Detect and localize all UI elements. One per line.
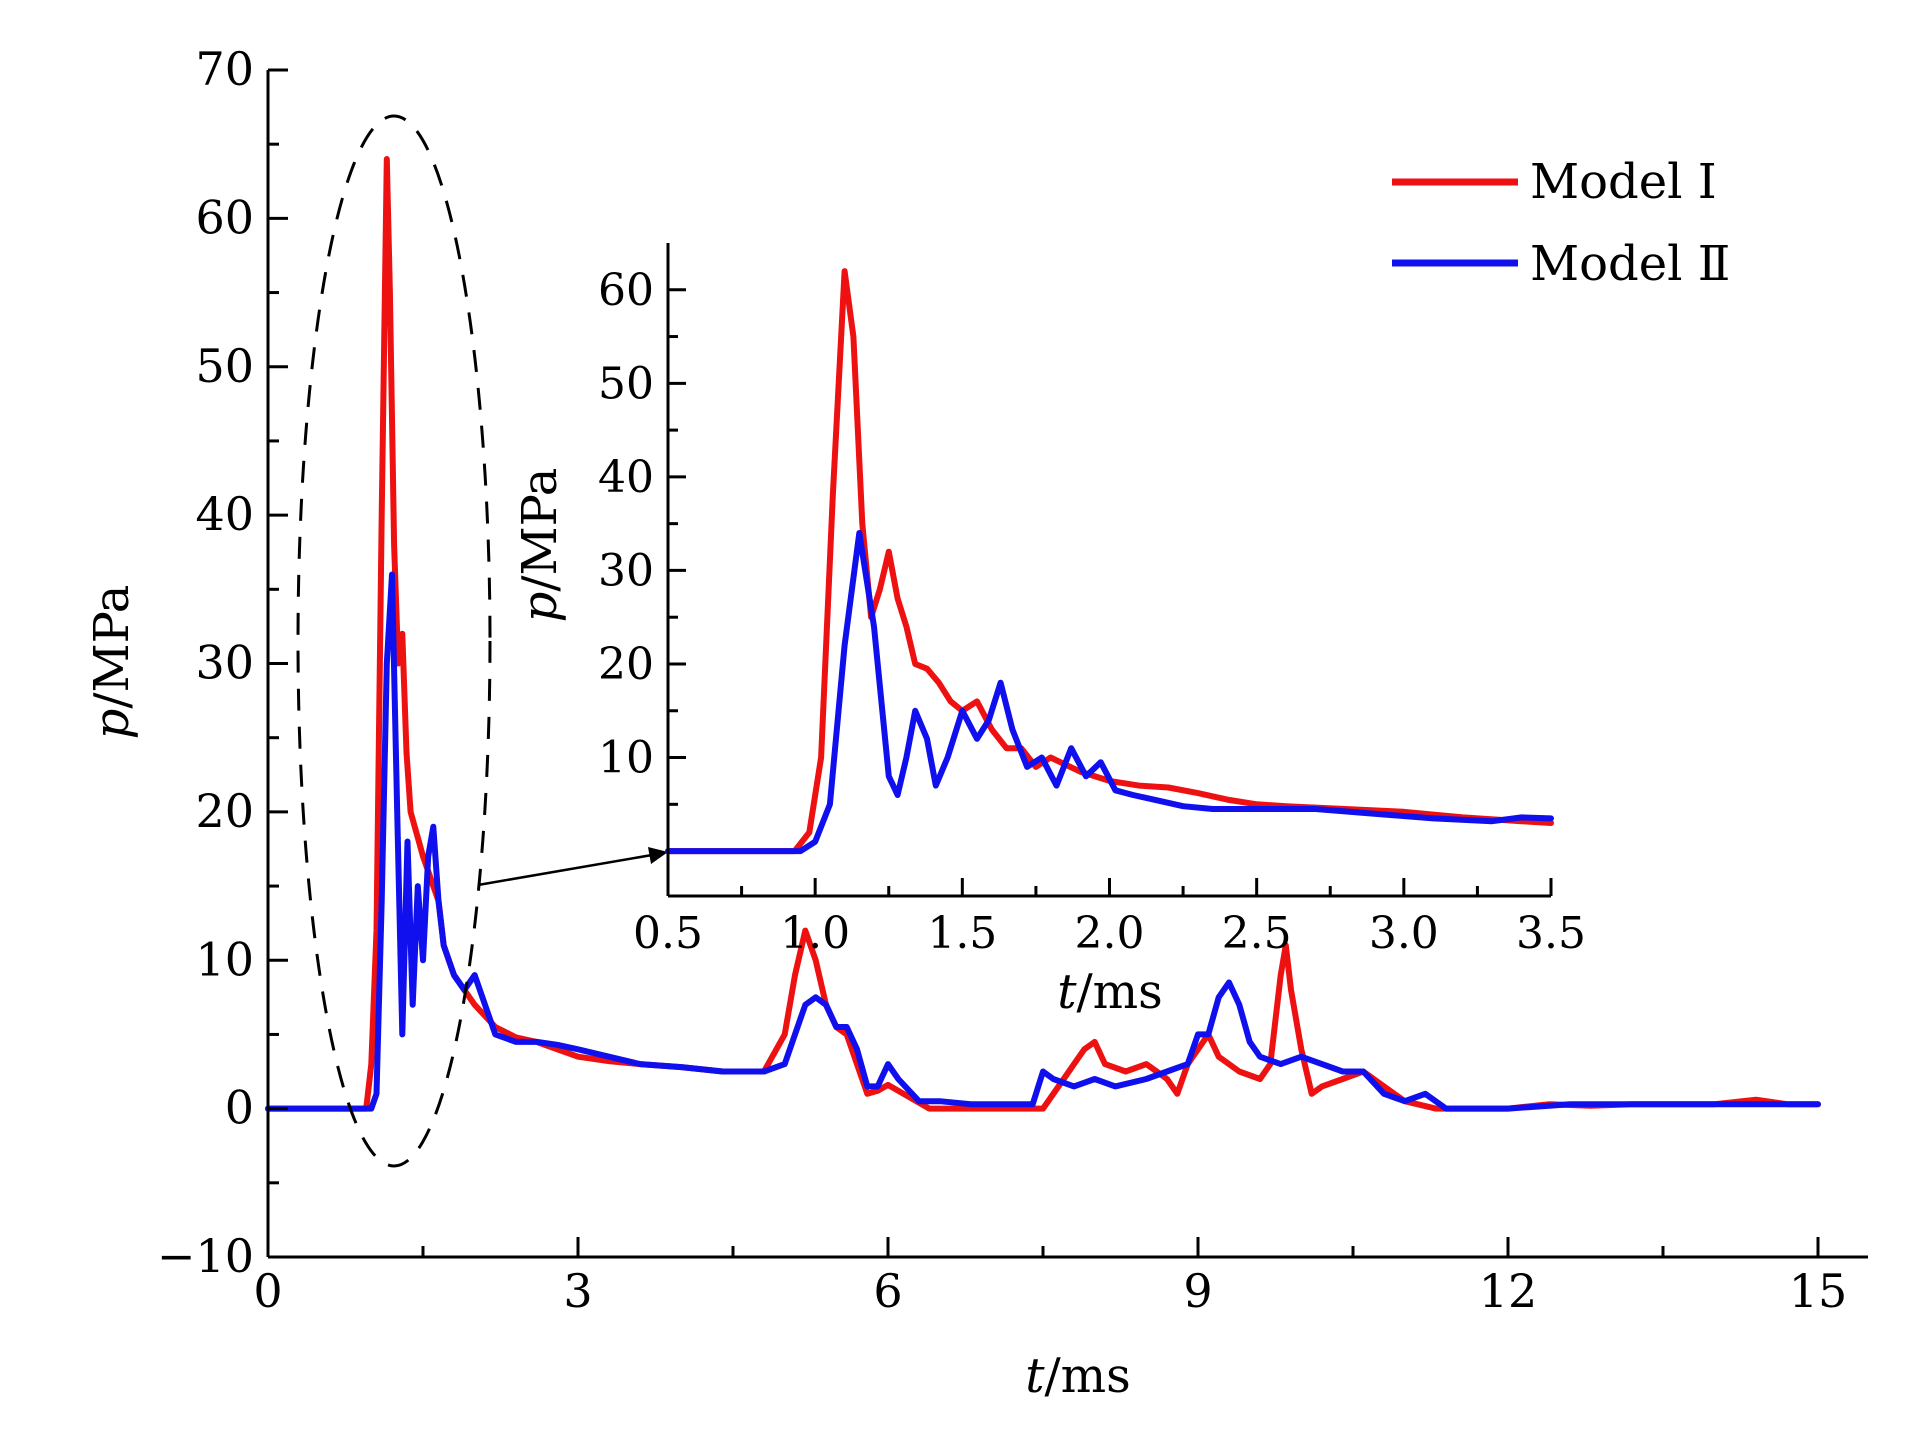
main-x-tick-label: 12: [1479, 1264, 1538, 1318]
main-series-group: [265, 156, 1821, 1112]
inset-plot: 0.5 1.0 1.5 2.0 2.5 3.0 3.5 10 20 30 40 50 60 t/ms p…: [512, 243, 1586, 1020]
main-x-axis-title: t/ms: [1025, 1348, 1131, 1404]
inset-y-tick-label: 10: [598, 733, 654, 784]
inset-ticks: 0.5 1.0 1.5 2.0 2.5 3.0 3.5 10 20 30 40 50 60: [598, 265, 1586, 959]
main-series-line-model-1: [265, 156, 1821, 1112]
main-y-tick-label: 20: [195, 784, 254, 838]
inset-x-tick-label: 3.0: [1369, 908, 1439, 959]
inset-y-tick-label: 20: [598, 639, 654, 690]
legend-label-model-2: Model Ⅱ: [1530, 236, 1730, 292]
main-y-axis-title: p/MPa: [84, 585, 140, 740]
inset-y-tick-label: 40: [598, 452, 654, 503]
main-x-tick-label: 3: [563, 1264, 592, 1318]
inset-x-tick-label: 2.5: [1222, 908, 1292, 959]
inset-y-tick-label: 50: [598, 358, 654, 409]
legend-label-model-1: Model Ⅰ: [1530, 154, 1717, 210]
zoom-arrow-head: [648, 847, 668, 864]
inset-x-axis-title: t/ms: [1057, 964, 1163, 1020]
inset-series-line-model-2: [665, 530, 1554, 855]
main-series-line-model-2: [265, 571, 1821, 1112]
main-y-tick-label: 60: [195, 190, 254, 244]
main-x-tick-label: 0: [253, 1264, 282, 1318]
main-x-tick-label: 6: [873, 1264, 902, 1318]
main-x-tick-label: 9: [1183, 1264, 1212, 1318]
inset-series-line-model-1: [665, 268, 1554, 855]
inset-series-group: [665, 243, 1554, 896]
main-y-tick-label: 40: [195, 487, 254, 541]
main-y-tick-label: 0: [225, 1081, 254, 1135]
inset-x-tick-label: 1.5: [927, 908, 997, 959]
main-y-tick-label: −10: [157, 1229, 254, 1283]
inset-x-tick-label: 3.5: [1516, 908, 1586, 959]
inset-x-tick-label: 1.0: [780, 908, 850, 959]
main-y-tick-label: 70: [195, 42, 254, 96]
legend: Model Ⅰ Model Ⅱ: [1392, 154, 1730, 292]
main-y-tick-label: 50: [195, 339, 254, 393]
inset-y-tick-label: 60: [598, 265, 654, 316]
inset-y-tick-label: 30: [598, 545, 654, 596]
inset-y-axis-title: p/MPa: [512, 468, 568, 623]
inset-x-tick-label: 2.0: [1075, 908, 1145, 959]
inset-plot-background: [668, 243, 1551, 896]
main-y-tick-label: 10: [195, 932, 254, 986]
main-y-tick-label: 30: [195, 636, 254, 690]
highlight-ellipse: [296, 114, 492, 1168]
zoom-arrow: [477, 853, 653, 887]
inset-x-tick-label: 0.5: [633, 908, 703, 959]
main-x-tick-label: 15: [1789, 1264, 1848, 1318]
